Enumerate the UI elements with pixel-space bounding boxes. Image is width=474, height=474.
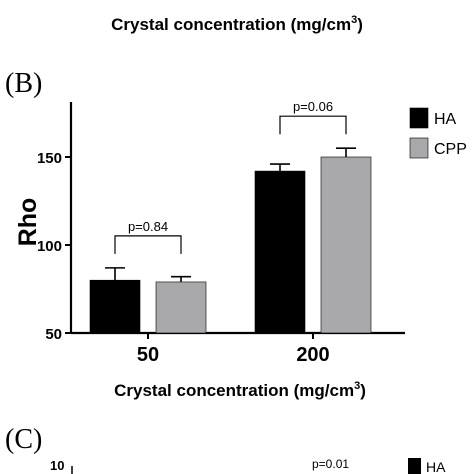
p-value-label: p=0.06 <box>293 99 333 114</box>
x-tick-label: 200 <box>296 344 329 366</box>
bar-ha <box>254 170 306 334</box>
legend-label-cpp: CPP <box>434 141 467 158</box>
chart-legend: HA CPP <box>409 107 467 159</box>
y-axis-label: Rho <box>14 198 42 247</box>
panel-c-legend-label: HA <box>426 459 446 474</box>
panel-c-label: (C) <box>5 424 42 455</box>
x-tick-label: 50 <box>137 344 159 366</box>
y-tick-label: 100 <box>37 238 62 255</box>
y-tick-label: 150 <box>37 150 62 167</box>
y-tick-label: 50 <box>45 326 62 343</box>
panel-c-legend-swatch <box>408 458 421 474</box>
bar-cpp <box>155 281 207 334</box>
panel-c-tick-label: 10 <box>50 458 64 473</box>
significance-bracket <box>114 235 182 254</box>
p-value-label: p=0.84 <box>128 219 168 234</box>
panel-b-label: (B) <box>5 68 42 99</box>
legend-swatch-cpp <box>409 137 429 159</box>
bar-ha <box>89 279 141 334</box>
chart-annotations: p=0.84 p=0.06 <box>114 99 347 254</box>
top-caption-sup: 3 <box>351 14 357 26</box>
panel-c-p-label: p=0.01 <box>312 457 349 471</box>
chart-bars <box>89 147 372 334</box>
legend-swatch-ha <box>409 107 429 129</box>
top-caption: Crystal concentration (mg/cm3) <box>111 14 363 34</box>
significance-bracket <box>279 115 347 135</box>
x-axis-label: Crystal concentration (mg/cm3) <box>114 380 366 400</box>
legend-label-ha: HA <box>434 111 457 128</box>
x-axis-label-sup: 3 <box>354 380 360 392</box>
bar-cpp <box>320 156 372 334</box>
